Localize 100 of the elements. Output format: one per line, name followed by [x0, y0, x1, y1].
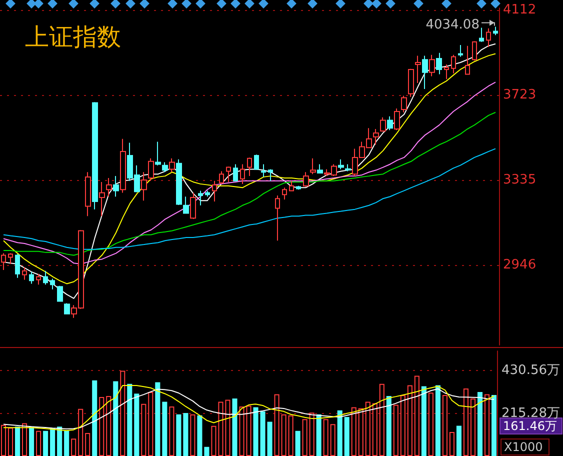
candlestick [254, 154, 259, 170]
bar [407, 385, 412, 456]
bar [316, 414, 322, 456]
candlestick [8, 252, 13, 265]
candlestick [205, 190, 210, 198]
bar [491, 394, 497, 456]
candlestick [106, 178, 112, 198]
candlestick [198, 190, 203, 206]
candlestick [212, 180, 217, 202]
bar [78, 408, 84, 456]
bar [442, 394, 448, 456]
bar [400, 395, 406, 456]
bar [197, 415, 202, 456]
candlestick [169, 158, 175, 173]
bar [358, 408, 364, 456]
candlestick [296, 185, 301, 190]
bar [414, 376, 420, 456]
candlestick [219, 170, 224, 184]
candlestick [429, 54, 435, 77]
bar [484, 394, 490, 456]
candlestick [36, 273, 41, 286]
candlestick [387, 116, 393, 131]
candlestick [29, 271, 34, 284]
candlestick [380, 116, 386, 132]
bar [211, 426, 216, 456]
bar [449, 432, 454, 456]
bar [85, 433, 90, 456]
candlestick [422, 55, 428, 90]
candlestick [303, 172, 309, 188]
bar [64, 430, 70, 456]
text: 161.46万 [503, 419, 557, 433]
bar [435, 385, 440, 456]
bar [421, 386, 426, 456]
bar [176, 414, 182, 456]
candlestick [233, 164, 238, 182]
candlestick [247, 157, 252, 177]
bar [337, 410, 342, 456]
candlestick [472, 40, 477, 62]
y-tick-label: 3335 [503, 172, 536, 188]
bar [386, 396, 392, 456]
candlestick [338, 158, 344, 170]
bar [36, 430, 42, 456]
bar [190, 414, 196, 456]
y-tick-label: 2946 [503, 257, 536, 272]
bar [43, 430, 48, 456]
bar [169, 406, 174, 456]
bar [99, 396, 104, 456]
bar [148, 392, 154, 456]
bar [351, 407, 356, 456]
bar [71, 438, 76, 456]
bar [302, 419, 308, 456]
candlestick [408, 68, 414, 98]
candlestick [57, 285, 63, 302]
candlestick [92, 102, 98, 210]
candlestick [493, 26, 498, 36]
bar [50, 428, 56, 456]
bar [428, 392, 434, 456]
bar [295, 430, 300, 456]
line-series [3, 112, 496, 256]
bar [22, 423, 28, 456]
candlestick [155, 141, 161, 166]
bar [0, 424, 6, 456]
bar [106, 396, 112, 456]
y-tick-label: 3723 [503, 87, 536, 102]
bar [92, 380, 98, 456]
candlestick [226, 166, 231, 182]
bar [155, 382, 160, 456]
bar [477, 392, 483, 456]
bar [379, 384, 384, 456]
candlestick [310, 158, 316, 175]
bar [309, 412, 314, 456]
candlestick [345, 164, 351, 172]
candlestick [15, 254, 20, 278]
bar [267, 422, 272, 456]
bar [183, 413, 188, 456]
candlestick [261, 164, 266, 178]
candlestick [289, 180, 294, 192]
candlestick [50, 278, 55, 290]
bar [8, 428, 14, 456]
candlestick [162, 162, 168, 173]
bar [288, 415, 294, 456]
candlestick [99, 181, 105, 217]
candlestick [268, 168, 273, 182]
bar [113, 381, 118, 456]
candlestick [240, 164, 245, 184]
candlestick [465, 45, 470, 76]
candlestick [43, 270, 48, 286]
candlestick [113, 176, 119, 198]
bar [120, 370, 126, 456]
bar [29, 426, 34, 456]
bar [204, 446, 210, 456]
candlestick [451, 54, 456, 74]
bar [281, 414, 286, 456]
candlestick [275, 195, 280, 242]
bar [323, 419, 328, 456]
bar [14, 426, 20, 456]
bar [330, 424, 336, 456]
candlestick [1, 252, 6, 270]
bar [141, 404, 146, 456]
text: 上证指数 [25, 23, 121, 51]
